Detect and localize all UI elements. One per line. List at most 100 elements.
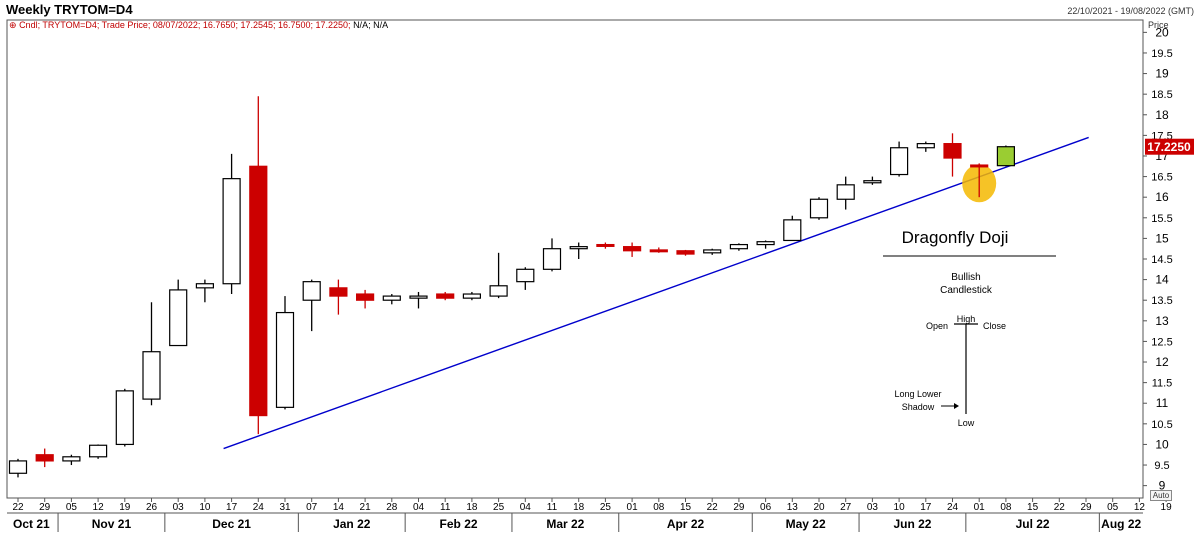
- candle: [676, 249, 695, 256]
- x-week-label: 10: [199, 502, 211, 513]
- x-week-label: 11: [440, 502, 451, 513]
- candle: [88, 444, 108, 459]
- x-week-label: 12: [93, 502, 105, 513]
- x-week-label: 22: [12, 502, 24, 513]
- candle-body: [88, 444, 108, 458]
- candle: [462, 291, 481, 301]
- label-high: High: [957, 314, 976, 324]
- x-week-label: 19: [1161, 502, 1173, 513]
- candle: [8, 458, 28, 478]
- y-tick-label: 20: [1155, 25, 1169, 39]
- x-week-label: 10: [894, 502, 906, 513]
- x-month-label: Apr 22: [667, 517, 705, 531]
- x-week-label: 25: [493, 502, 505, 513]
- candle: [889, 141, 909, 177]
- candle: [329, 279, 348, 315]
- y-tick-label: 14.5: [1151, 254, 1172, 266]
- y-tick-label: 10: [1155, 437, 1169, 451]
- candle-body: [249, 165, 268, 417]
- candle-body: [783, 219, 802, 242]
- candle: [302, 279, 321, 332]
- candle-body: [115, 390, 134, 446]
- x-week-label: 06: [760, 502, 772, 513]
- candle: [142, 302, 161, 406]
- label-long-lower-1: Long Lower: [894, 389, 941, 399]
- candle: [756, 240, 775, 249]
- candle-body: [889, 147, 909, 176]
- annotation-title: Dragonfly Doji: [902, 228, 1009, 247]
- x-week-label: 17: [226, 502, 238, 513]
- label-close: Close: [983, 321, 1006, 331]
- auto-scale-button[interactable]: Auto: [1150, 490, 1172, 501]
- candles-layer: [8, 96, 1016, 478]
- y-tick-label: 18.5: [1151, 89, 1172, 101]
- x-week-label: 01: [627, 502, 639, 513]
- candle-body: [836, 184, 855, 200]
- candle-body: [302, 281, 321, 301]
- y-tick-label: 19: [1155, 67, 1169, 81]
- candle-body: [596, 243, 615, 247]
- x-month-label: May 22: [786, 517, 826, 531]
- candle-body: [356, 293, 375, 301]
- candle: [970, 163, 989, 198]
- x-week-label: 31: [279, 502, 291, 513]
- candle-body: [169, 289, 188, 347]
- x-month-label: Jul 22: [1016, 517, 1050, 531]
- candle-body: [943, 143, 962, 159]
- x-week-label: 25: [600, 502, 612, 513]
- x-week-label: 05: [1107, 502, 1119, 513]
- y-tick-label: 13.5: [1151, 295, 1172, 307]
- x-week-label: 01: [974, 502, 986, 513]
- candle: [275, 296, 295, 410]
- x-month-label: Jun 22: [893, 517, 931, 531]
- x-month-label: Nov 21: [92, 517, 132, 531]
- y-tick-label: 15.5: [1151, 213, 1172, 225]
- candle: [356, 289, 375, 309]
- x-week-label: 08: [653, 502, 665, 513]
- price-axis-label: Price: [1148, 20, 1169, 30]
- chart-title: Weekly TRYTOM=D4: [6, 2, 133, 17]
- x-week-label: 29: [39, 502, 51, 513]
- candle: [703, 248, 722, 255]
- candle-body: [542, 248, 562, 270]
- x-week-label: 14: [333, 502, 345, 513]
- candle: [622, 242, 642, 257]
- x-month-label: Feb 22: [440, 517, 478, 531]
- candle: [409, 291, 428, 309]
- candle-body: [569, 246, 588, 250]
- candle: [809, 197, 829, 220]
- candle: [996, 145, 1016, 167]
- label-long-lower-2: Shadow: [902, 402, 935, 412]
- series-legend-text: Cndl; TRYTOM=D4; Trade Price; 08/07/2022…: [19, 20, 351, 30]
- y-tick-label: 16.5: [1151, 172, 1172, 184]
- candle-body: [916, 143, 935, 149]
- x-week-label: 22: [707, 502, 719, 513]
- candle-body: [275, 311, 295, 408]
- candle: [569, 242, 588, 259]
- x-week-label: 11: [547, 502, 558, 513]
- x-axis: 22 29 05 12 19 26 03 10 17 24 31 07 14 21 28 04 11 18 25 04…: [12, 498, 1172, 532]
- candle: [863, 176, 882, 185]
- candle: [62, 454, 81, 466]
- x-month-label: Dec 21: [212, 517, 251, 531]
- last-price-box: [1145, 138, 1194, 155]
- x-month-label: Oct 21: [13, 517, 50, 531]
- arrow-right-icon: [954, 403, 959, 409]
- x-week-label: 05: [66, 502, 78, 513]
- x-week-label: 15: [680, 502, 692, 513]
- candle-body: [729, 243, 749, 250]
- y-tick-label: 15: [1155, 231, 1169, 245]
- series-legend-icon: ⊕: [9, 20, 17, 30]
- candle-body: [676, 250, 695, 255]
- x-week-label: 04: [413, 502, 425, 513]
- candle: [169, 279, 188, 347]
- candle: [35, 448, 54, 468]
- candle-body: [703, 249, 722, 254]
- candle-body: [35, 454, 54, 462]
- candle-body: [996, 146, 1016, 167]
- series-legend: ⊕ Cndl; TRYTOM=D4; Trade Price; 08/07/20…: [9, 20, 388, 31]
- x-week-label: 20: [813, 502, 825, 513]
- x-week-label: 03: [173, 502, 185, 513]
- candle-body: [409, 295, 428, 299]
